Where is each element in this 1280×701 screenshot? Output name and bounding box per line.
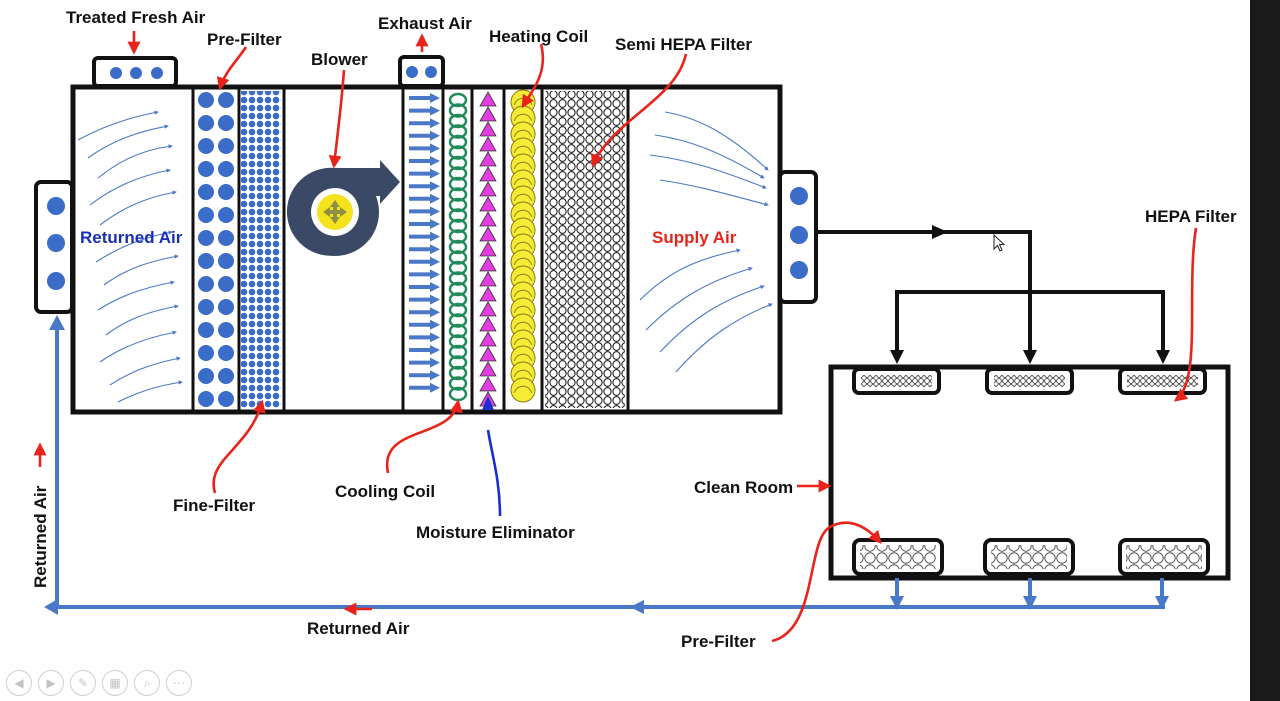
semi-hepa-filter [545, 91, 625, 408]
pen-icon[interactable]: ✎ [70, 670, 96, 696]
slide: Treated Fresh Air Pre-Filter Blower Exha… [0, 0, 1250, 701]
label-blower: Blower [311, 50, 368, 69]
label-heating-coil: Heating Coil [489, 27, 588, 46]
returned-airflow-lines [77, 110, 183, 403]
label-returned-air-inside: Returned Air [80, 228, 183, 247]
label-moisture-eliminator: Moisture Eliminator [416, 523, 575, 542]
zoom-icon[interactable]: ⌕ [134, 670, 160, 696]
airflow-arrows [409, 93, 440, 393]
blower [286, 160, 400, 256]
label-pre-filter-top: Pre-Filter [207, 30, 282, 49]
fine-filter [241, 91, 281, 408]
label-pre-filter-bottom: Pre-Filter [681, 632, 756, 651]
heating-coil [510, 89, 536, 403]
moisture-eliminator [479, 91, 497, 407]
room-pre-filters [852, 538, 1210, 576]
label-returned-air-bottom: Returned Air [307, 619, 410, 638]
label-exhaust-air: Exhaust Air [378, 14, 472, 33]
exhaust-outlet [398, 55, 445, 88]
ahu-diagram: Treated Fresh Air Pre-Filter Blower Exha… [31, 8, 1237, 651]
slides-icon[interactable]: ▦ [102, 670, 128, 696]
label-cooling-coil: Cooling Coil [335, 482, 435, 501]
label-semi-hepa-filter: Semi HEPA Filter [615, 35, 752, 54]
previous-icon[interactable]: ◀ [6, 670, 32, 696]
callout-arrows [33, 31, 1198, 643]
label-hepa-filter: HEPA Filter [1145, 207, 1237, 226]
pre-filter [198, 92, 234, 407]
next-icon[interactable]: ▶ [38, 670, 64, 696]
label-fine-filter: Fine-Filter [173, 496, 256, 515]
hepa-filters [852, 367, 1207, 395]
more-icon[interactable]: ⋯ [166, 670, 192, 696]
label-returned-air-vertical: Returned Air [31, 485, 50, 588]
supply-duct [816, 230, 1165, 358]
supply-airflow-lines [639, 111, 773, 373]
label-supply-air: Supply Air [652, 228, 737, 247]
mouse-cursor-icon [993, 234, 1006, 252]
cooling-coil [448, 92, 468, 402]
label-treated-fresh-air: Treated Fresh Air [66, 8, 206, 27]
label-clean-room: Clean Room [694, 478, 793, 497]
player-controls: ◀ ▶ ✎ ▦ ⌕ ⋯ [6, 670, 192, 698]
